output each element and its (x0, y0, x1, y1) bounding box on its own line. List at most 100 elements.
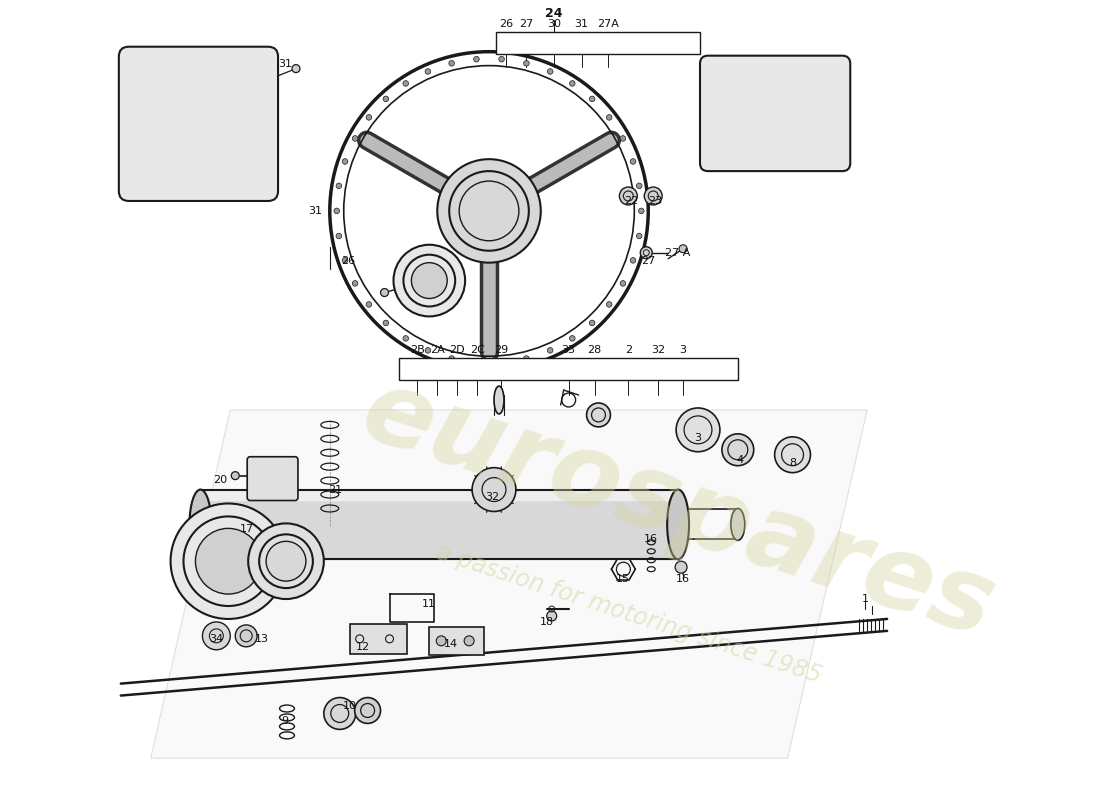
Text: 20: 20 (213, 474, 228, 485)
Circle shape (570, 335, 575, 341)
Text: 4: 4 (736, 454, 744, 465)
Circle shape (403, 335, 408, 341)
Circle shape (570, 81, 575, 86)
Circle shape (231, 472, 239, 480)
Circle shape (472, 468, 516, 511)
Text: 32: 32 (651, 346, 666, 355)
Circle shape (354, 698, 381, 723)
Text: 21: 21 (328, 485, 342, 494)
Circle shape (637, 233, 642, 238)
Circle shape (175, 99, 222, 147)
Ellipse shape (494, 386, 504, 414)
Ellipse shape (730, 509, 745, 540)
Text: 10: 10 (343, 701, 356, 710)
Circle shape (394, 245, 465, 317)
Text: eurospares: eurospares (350, 360, 1006, 659)
Text: 18: 18 (540, 617, 553, 627)
Text: 34: 34 (209, 634, 223, 644)
Bar (399, 358, 738, 380)
Circle shape (383, 320, 388, 326)
Text: 26: 26 (499, 19, 513, 29)
Circle shape (383, 96, 388, 102)
Text: 16: 16 (676, 574, 690, 584)
Circle shape (606, 114, 612, 120)
Circle shape (156, 82, 240, 165)
Circle shape (292, 65, 300, 73)
Circle shape (548, 69, 553, 74)
Circle shape (474, 360, 480, 366)
Bar (496, 32, 700, 54)
Circle shape (196, 528, 261, 594)
Ellipse shape (668, 490, 689, 559)
Circle shape (524, 61, 529, 66)
Text: 13: 13 (255, 634, 270, 644)
Text: 24: 24 (544, 7, 562, 20)
Circle shape (202, 622, 230, 650)
Bar (429, 627, 484, 654)
FancyBboxPatch shape (119, 46, 278, 201)
Circle shape (352, 136, 358, 142)
Circle shape (606, 302, 612, 307)
Circle shape (403, 81, 408, 86)
Circle shape (342, 258, 348, 263)
Text: 28: 28 (587, 346, 602, 355)
Polygon shape (200, 490, 678, 559)
Circle shape (266, 542, 306, 581)
Text: 27: 27 (641, 256, 656, 266)
FancyBboxPatch shape (700, 56, 850, 171)
Circle shape (679, 245, 688, 253)
Circle shape (381, 289, 388, 297)
Text: 27A: 27A (597, 19, 619, 29)
Circle shape (619, 187, 637, 205)
Text: 31: 31 (574, 19, 589, 29)
Text: 9: 9 (282, 717, 288, 726)
Text: 30: 30 (547, 19, 561, 29)
Text: 14: 14 (444, 639, 459, 649)
Text: 8: 8 (789, 458, 796, 468)
Text: 3: 3 (694, 433, 702, 443)
FancyBboxPatch shape (248, 457, 298, 501)
Circle shape (637, 183, 642, 189)
Circle shape (366, 302, 372, 307)
Text: 2: 2 (625, 346, 631, 355)
Text: 23: 23 (648, 196, 662, 206)
Circle shape (474, 56, 480, 62)
Text: 27: 27 (519, 19, 534, 29)
Circle shape (425, 347, 430, 353)
Circle shape (498, 360, 505, 366)
Circle shape (720, 124, 735, 138)
Text: 33: 33 (562, 346, 575, 355)
Polygon shape (200, 490, 678, 499)
Bar (350, 624, 407, 654)
Circle shape (437, 636, 447, 646)
Circle shape (645, 187, 662, 205)
Text: 15: 15 (615, 574, 629, 584)
Circle shape (590, 320, 595, 326)
Circle shape (722, 434, 754, 466)
Text: 2B: 2B (410, 346, 425, 355)
Circle shape (449, 356, 454, 362)
Circle shape (548, 347, 553, 353)
Text: 17: 17 (240, 524, 254, 534)
Circle shape (811, 124, 824, 138)
Text: 11: 11 (422, 599, 437, 609)
Text: 3: 3 (680, 346, 686, 355)
Text: 32: 32 (485, 491, 499, 502)
Text: 31: 31 (308, 206, 322, 216)
Circle shape (366, 114, 372, 120)
Circle shape (438, 159, 541, 262)
Ellipse shape (189, 490, 211, 559)
Text: 2C: 2C (470, 346, 484, 355)
Circle shape (352, 281, 358, 286)
Circle shape (235, 625, 257, 647)
Circle shape (337, 233, 342, 238)
Text: 26: 26 (341, 256, 355, 266)
Text: 27 A: 27 A (666, 248, 691, 258)
Circle shape (620, 136, 626, 142)
Circle shape (337, 183, 342, 189)
Text: 30: 30 (223, 58, 238, 69)
Circle shape (334, 208, 340, 214)
Circle shape (342, 158, 348, 164)
Circle shape (425, 69, 430, 74)
Circle shape (249, 523, 323, 599)
